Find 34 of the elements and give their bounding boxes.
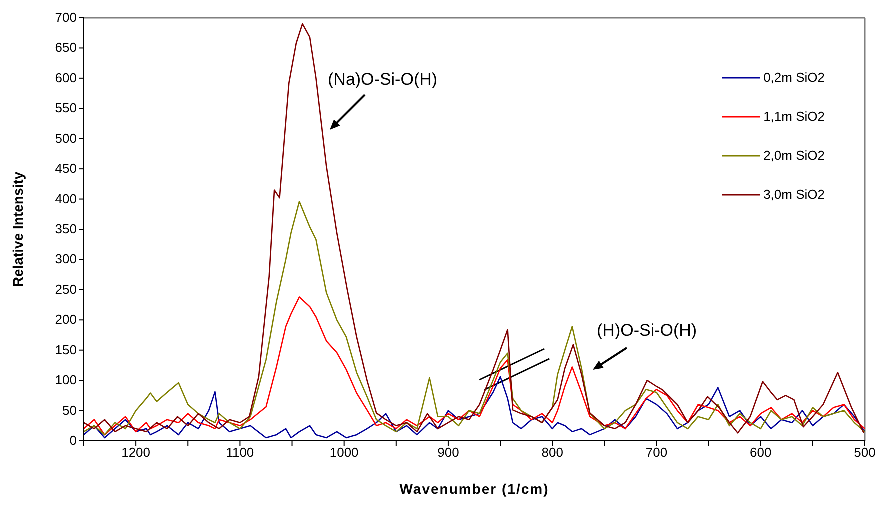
y-tick-label: 700 xyxy=(55,10,77,25)
y-axis-title: Relative Intensity xyxy=(10,172,26,288)
legend-label: 3,0m SiO2 xyxy=(764,187,825,202)
y-tick-label: 200 xyxy=(55,312,77,328)
y-tick-label: 50 xyxy=(62,402,77,418)
y-tick-label: 150 xyxy=(55,342,77,358)
line-series xyxy=(84,376,865,439)
annotation: (Na)O-Si-O(H) xyxy=(328,70,438,89)
annotation: (H)O-Si-O(H) xyxy=(597,321,698,340)
y-tick-label: 250 xyxy=(55,282,77,297)
y-tick-label: 500 xyxy=(55,130,77,146)
x-tick-label: 600 xyxy=(750,445,772,460)
x-tick-label: 700 xyxy=(646,445,668,460)
y-tick-label: 650 xyxy=(55,40,77,56)
x-tick-label: 1100 xyxy=(226,445,254,460)
line-series xyxy=(84,296,865,436)
legend-label: 0,2m SiO2 xyxy=(764,70,825,85)
x-tick-label: 900 xyxy=(438,445,460,460)
line-series xyxy=(84,201,865,436)
y-tick-label: 350 xyxy=(55,222,77,236)
y-tick-label: 600 xyxy=(55,70,77,86)
y-tick-label: 100 xyxy=(55,372,77,388)
y-tick-label: 550 xyxy=(55,100,77,116)
x-tick-label: 1000 xyxy=(330,445,359,460)
legend-label: 2,0m SiO2 xyxy=(764,148,825,163)
x-tick-label: 800 xyxy=(542,445,564,460)
legend-label: 1,1m SiO2 xyxy=(764,109,825,124)
x-tick-label: 500 xyxy=(854,445,876,460)
y-tick-label: 300 xyxy=(55,252,77,267)
x-tick-label: 1200 xyxy=(122,445,151,460)
y-tick-label: 450 xyxy=(55,161,77,176)
x-axis-title: Wavenumber (1/cm) xyxy=(400,481,550,497)
y-tick-label: 0 xyxy=(70,433,77,448)
y-tick-label: 400 xyxy=(55,191,77,206)
